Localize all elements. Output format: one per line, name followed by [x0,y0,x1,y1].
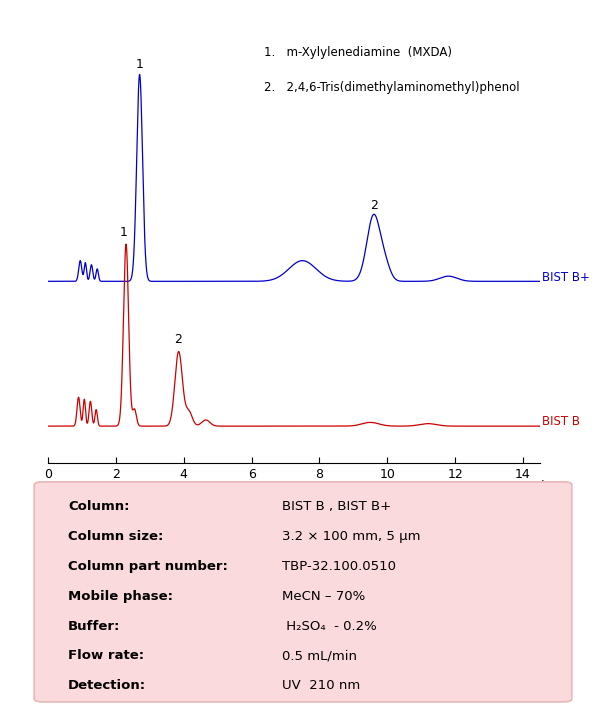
Text: 0.5 mL/min: 0.5 mL/min [282,649,357,662]
FancyBboxPatch shape [34,482,572,702]
Text: 1: 1 [136,58,143,71]
Text: Column part number:: Column part number: [68,560,228,573]
Text: Column:: Column: [68,500,130,513]
Text: 1.   m-Xylylenediamine  (MXDA): 1. m-Xylylenediamine (MXDA) [265,46,452,59]
Text: 3.2 × 100 mm, 5 μm: 3.2 × 100 mm, 5 μm [282,530,421,543]
Text: BIST B+: BIST B+ [542,271,590,284]
Text: Mobile phase:: Mobile phase: [68,589,173,602]
Text: Flow rate:: Flow rate: [68,649,144,662]
Text: Detection:: Detection: [68,679,146,692]
Text: UV  210 nm: UV 210 nm [282,679,361,692]
Text: 2: 2 [370,199,377,212]
Text: BIST B: BIST B [542,416,580,429]
Text: min: min [530,480,553,493]
Text: BIST B , BIST B+: BIST B , BIST B+ [282,500,391,513]
Text: MeCN – 70%: MeCN – 70% [282,589,365,602]
Text: TBP-32.100.0510: TBP-32.100.0510 [282,560,396,573]
Text: 2.   2,4,6-Tris(dimethylaminomethyl)phenol: 2. 2,4,6-Tris(dimethylaminomethyl)phenol [265,81,520,94]
Text: 2: 2 [174,333,182,346]
Text: Buffer:: Buffer: [68,620,121,633]
Text: 1: 1 [119,226,127,239]
Text: Column size:: Column size: [68,530,163,543]
Text: H₂SO₄  - 0.2%: H₂SO₄ - 0.2% [282,620,377,633]
